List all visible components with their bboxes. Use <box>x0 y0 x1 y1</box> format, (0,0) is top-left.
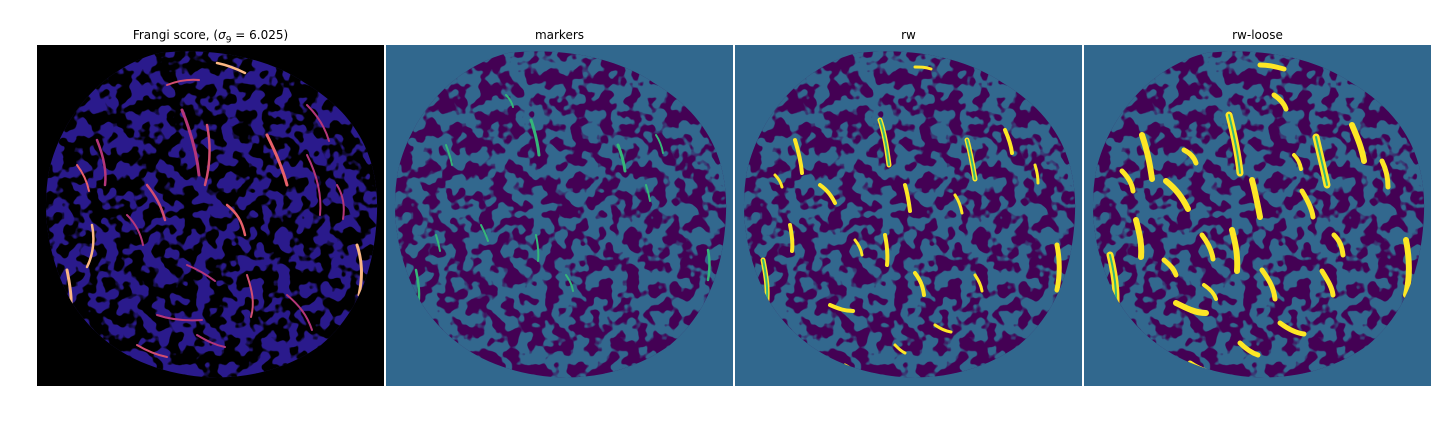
rw-loose-panel-title: rw-loose <box>1232 28 1283 42</box>
vessel-highlights <box>65 61 363 358</box>
rw-image <box>735 45 1082 386</box>
frangi-score-image <box>37 45 384 386</box>
rw-panel-title: rw <box>901 28 916 42</box>
rw-vessel-segments <box>760 65 1062 373</box>
frangi-panel-title: Frangi score, (σ9 = 6.025) <box>37 28 384 46</box>
frangi-title-prefix: Frangi score, ( <box>132 28 219 42</box>
sigma-symbol: σ <box>218 28 226 42</box>
markers-image <box>386 45 733 386</box>
rw-loose-vessel-segments <box>1106 62 1412 374</box>
background-holes <box>743 51 1076 378</box>
marker-seeds <box>414 94 711 309</box>
frangi-title-suffix: = 6.025) <box>231 28 289 42</box>
rw-canvas <box>735 45 1082 386</box>
markers-canvas <box>386 45 733 386</box>
background-holes <box>394 51 727 378</box>
sigma-subscript: 9 <box>225 35 232 46</box>
tissue-holes <box>45 51 378 378</box>
rw-loose-image <box>1084 45 1431 386</box>
rw-loose-canvas <box>1084 45 1431 386</box>
frangi-score-canvas <box>37 45 384 386</box>
markers-panel-title: markers <box>534 28 585 42</box>
